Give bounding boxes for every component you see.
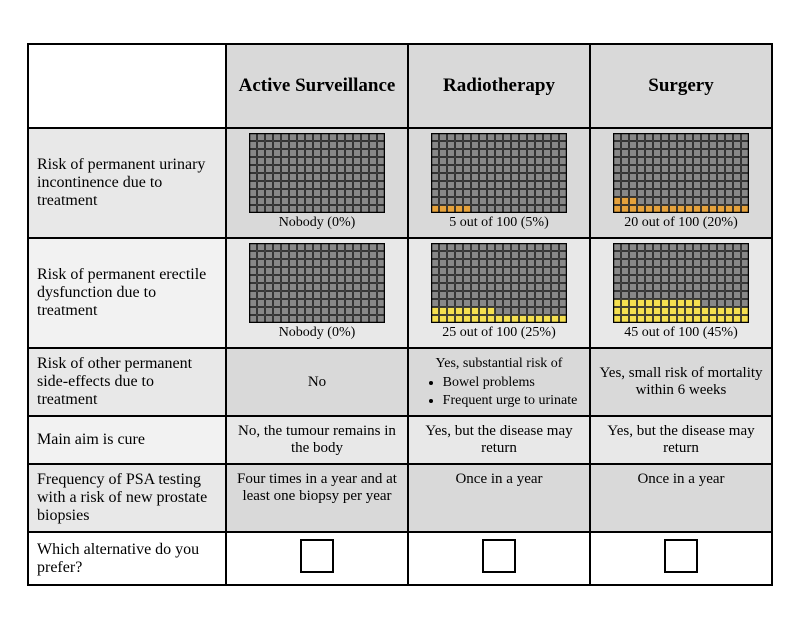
preference-checkbox[interactable] (482, 539, 516, 573)
icon-array (249, 133, 385, 213)
row-label: Main aim is cure (28, 416, 226, 464)
bullet-lead: Yes, substantial risk of (417, 355, 581, 373)
icon-caption: 20 out of 100 (20%) (624, 215, 738, 231)
header-empty (28, 44, 226, 128)
cell-r6c3 (590, 532, 772, 585)
icon-caption: Nobody (0%) (279, 215, 356, 231)
cell-r4c2: Yes, but the disease may return (408, 416, 590, 464)
cell-r6c1 (226, 532, 408, 585)
cell-r3c1: No (226, 348, 408, 417)
comparison-table: Active Surveillance Radiotherapy Surgery… (27, 43, 773, 587)
icon-array (613, 133, 749, 213)
cell-r3c2: Yes, substantial risk of Bowel problems … (408, 348, 590, 417)
row-other-side-effects: Risk of other permanent side-effects due… (28, 348, 772, 417)
icon-caption: 25 out of 100 (25%) (442, 325, 556, 341)
cell-r5c1: Four times in a year and at least one bi… (226, 464, 408, 532)
cell-r6c2 (408, 532, 590, 585)
col-radiotherapy: Radiotherapy (408, 44, 590, 128)
cell-r5c3: Once in a year (590, 464, 772, 532)
col-surgery: Surgery (590, 44, 772, 128)
icon-array (613, 243, 749, 323)
header-row: Active Surveillance Radiotherapy Surgery (28, 44, 772, 128)
row-label: Risk of other permanent side-effects due… (28, 348, 226, 417)
cell-r2c1: Nobody (0%) (226, 238, 408, 348)
cell-r2c3: 45 out of 100 (45%) (590, 238, 772, 348)
preference-checkbox[interactable] (300, 539, 334, 573)
row-label: Risk of permanent urinary incontinence d… (28, 128, 226, 238)
cell-r1c2: 5 out of 100 (5%) (408, 128, 590, 238)
bullet-item: Frequent urge to urinate (443, 392, 578, 410)
icon-caption: 45 out of 100 (45%) (624, 325, 738, 341)
row-psa-testing: Frequency of PSA testing with a risk of … (28, 464, 772, 532)
row-urinary: Risk of permanent urinary incontinence d… (28, 128, 772, 238)
cell-r4c1: No, the tumour remains in the body (226, 416, 408, 464)
row-preference: Which alternative do you prefer? (28, 532, 772, 585)
row-main-aim: Main aim is cure No, the tumour remains … (28, 416, 772, 464)
cell-r1c3: 20 out of 100 (20%) (590, 128, 772, 238)
icon-caption: 5 out of 100 (5%) (449, 215, 549, 231)
cell-r5c2: Once in a year (408, 464, 590, 532)
row-label: Risk of permanent erectile dysfunction d… (28, 238, 226, 348)
icon-array (431, 243, 567, 323)
col-active-surveillance: Active Surveillance (226, 44, 408, 128)
row-label: Frequency of PSA testing with a risk of … (28, 464, 226, 532)
cell-r1c1: Nobody (0%) (226, 128, 408, 238)
row-erectile: Risk of permanent erectile dysfunction d… (28, 238, 772, 348)
icon-array (431, 133, 567, 213)
row-label: Which alternative do you prefer? (28, 532, 226, 585)
cell-r4c3: Yes, but the disease may return (590, 416, 772, 464)
cell-r2c2: 25 out of 100 (25%) (408, 238, 590, 348)
bullet-item: Bowel problems (443, 374, 578, 392)
icon-array (249, 243, 385, 323)
bullet-list: Bowel problems Frequent urge to urinate (421, 374, 578, 409)
icon-caption: Nobody (0%) (279, 325, 356, 341)
cell-r3c3: Yes, small risk of mortality within 6 we… (590, 348, 772, 417)
preference-checkbox[interactable] (664, 539, 698, 573)
